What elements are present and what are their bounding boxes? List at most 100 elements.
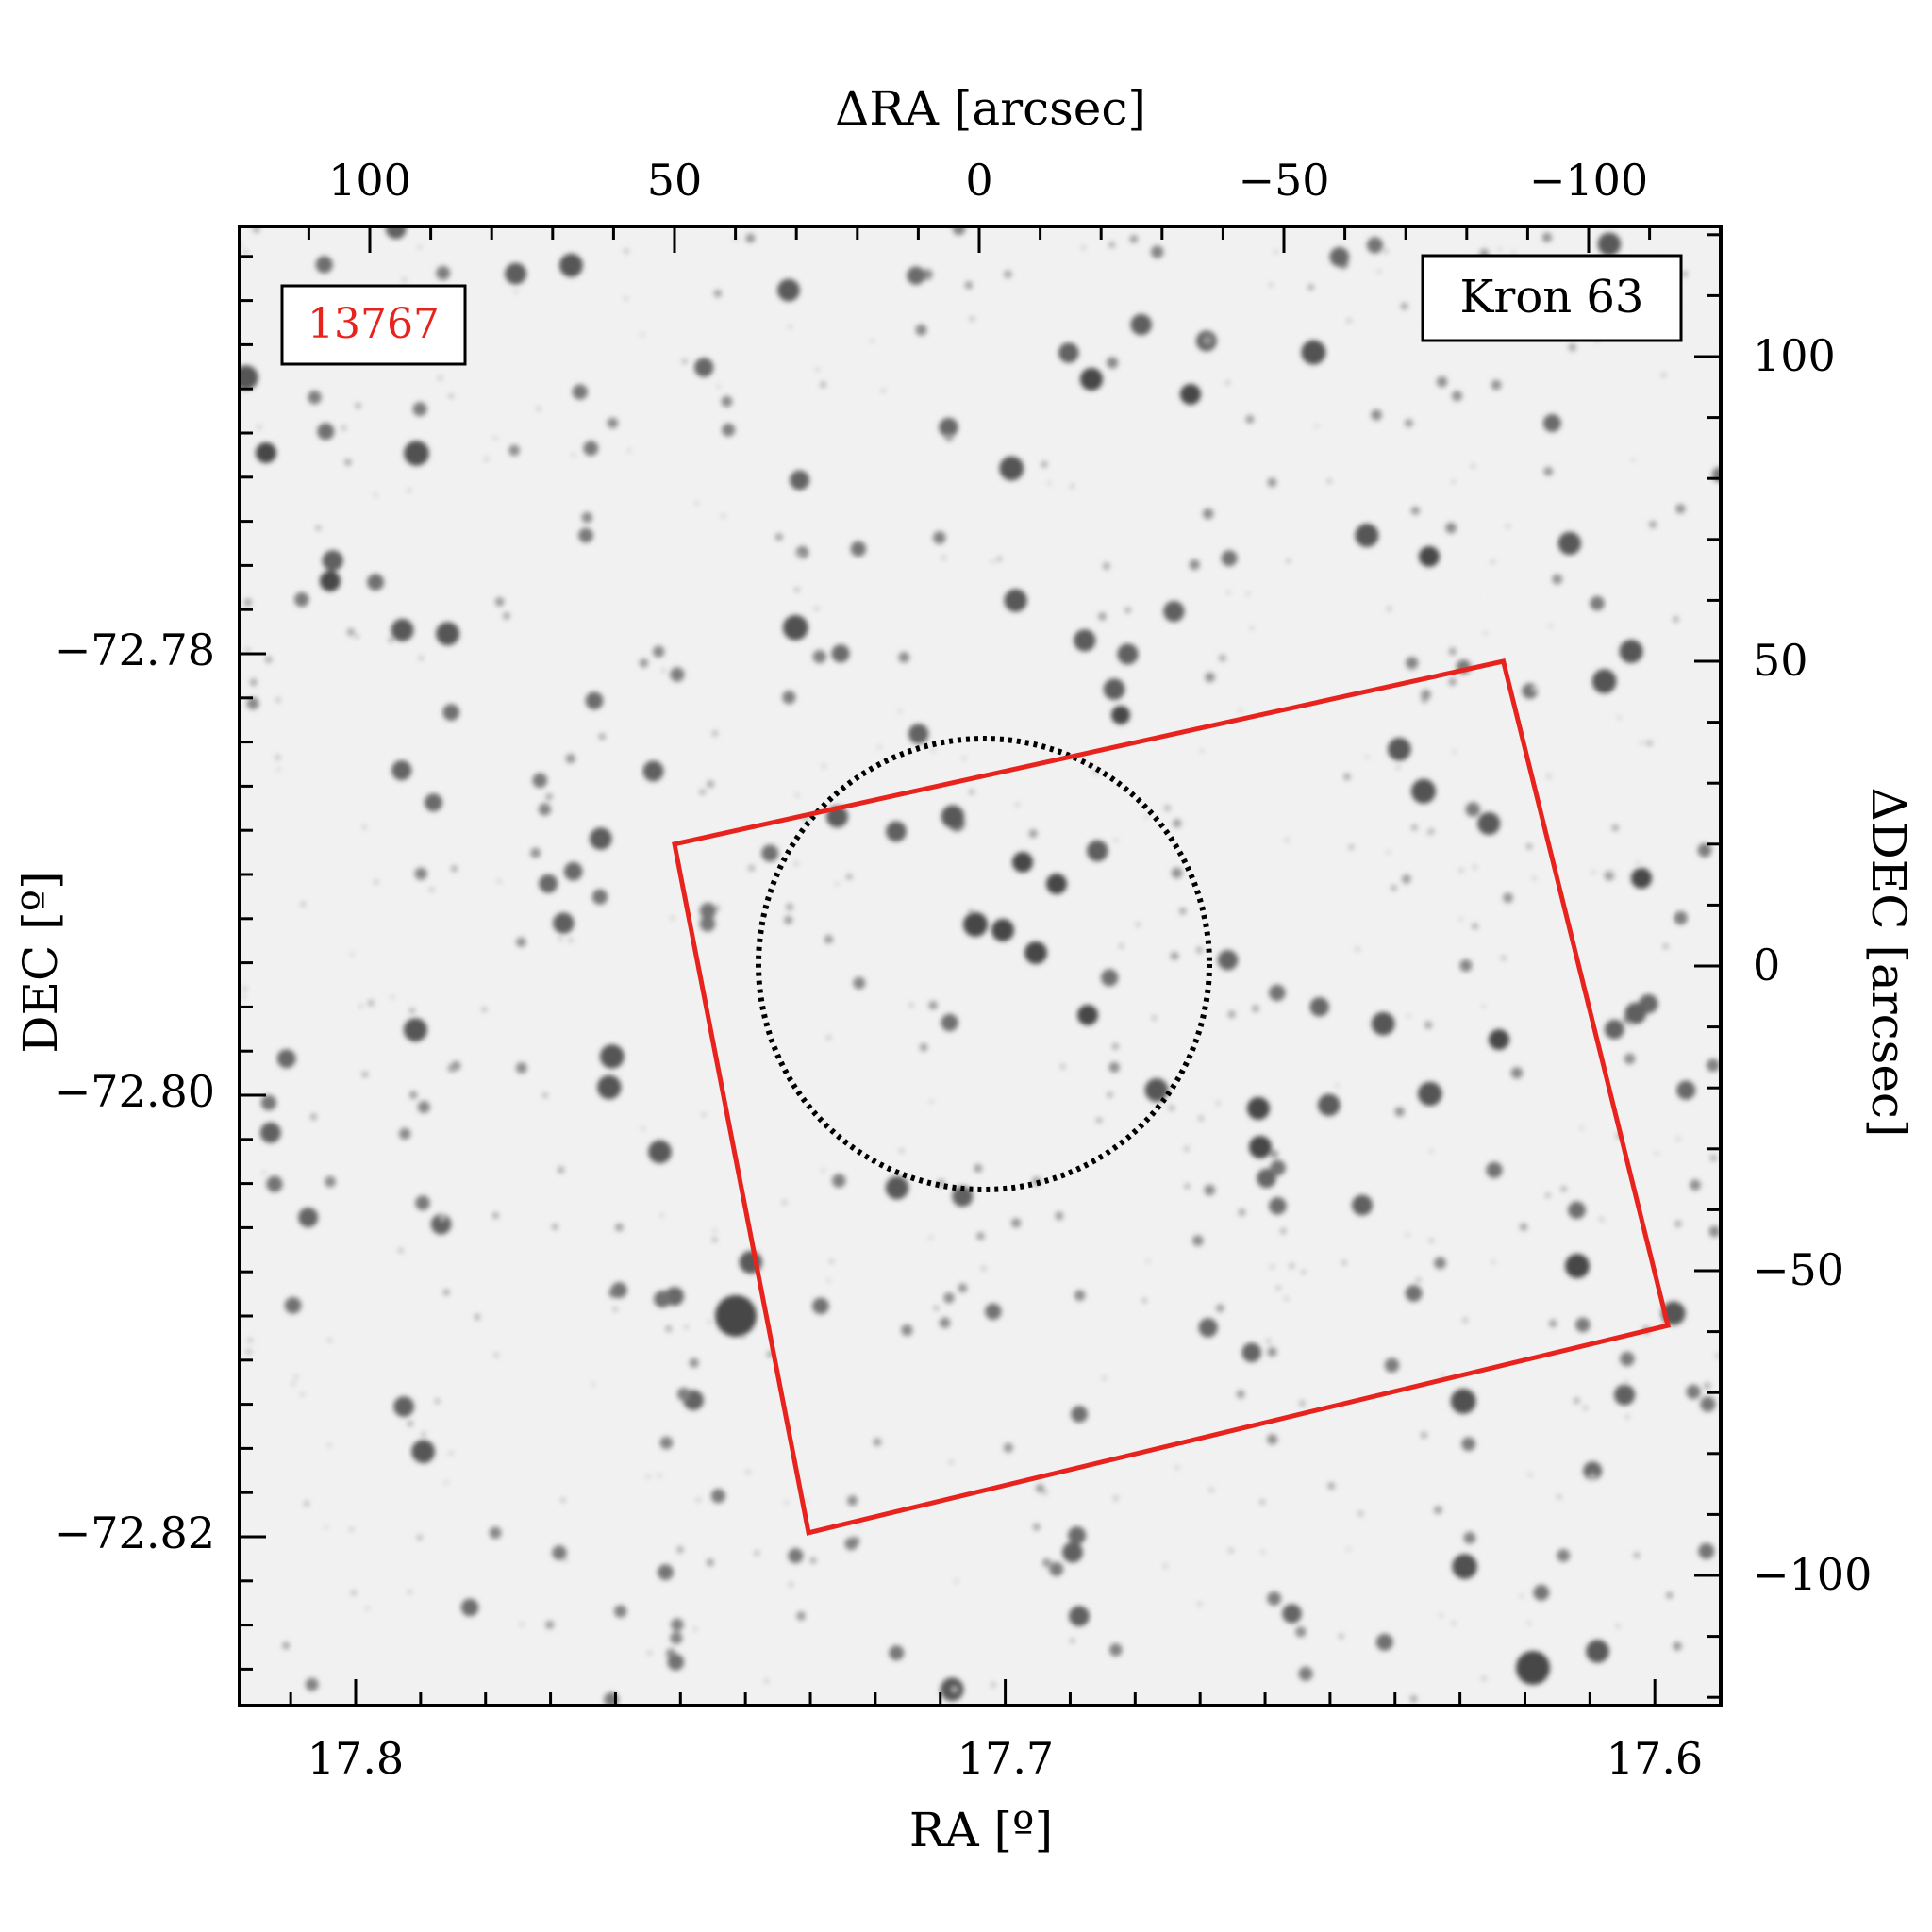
star [532, 773, 548, 789]
star [1624, 1378, 1629, 1384]
star [1348, 844, 1355, 850]
tick-label-top-3: −50 [1238, 155, 1329, 206]
star [598, 733, 606, 741]
star [436, 266, 451, 280]
star [1130, 313, 1152, 336]
star [710, 1489, 726, 1504]
star [558, 253, 583, 277]
star [1245, 591, 1251, 597]
star [1675, 504, 1686, 514]
star [1700, 1396, 1716, 1412]
star [825, 1035, 832, 1041]
star [1708, 1225, 1721, 1238]
star [1357, 1510, 1364, 1517]
star [1074, 629, 1096, 652]
star [1582, 1405, 1589, 1411]
star [1448, 647, 1457, 656]
star [1301, 1269, 1307, 1275]
star [1424, 1021, 1433, 1029]
star [653, 645, 665, 658]
star [821, 1168, 825, 1174]
star [1548, 624, 1554, 628]
star [1268, 282, 1274, 288]
star [1355, 524, 1379, 547]
star [1252, 1005, 1259, 1012]
star [407, 1420, 414, 1427]
star [1219, 654, 1226, 662]
star [309, 1113, 317, 1121]
star [1004, 589, 1027, 612]
star [1225, 590, 1231, 595]
star [1196, 946, 1203, 954]
star [610, 1282, 627, 1299]
star [1208, 1487, 1215, 1493]
star [1298, 1666, 1313, 1681]
star [1386, 606, 1392, 612]
star [951, 1686, 958, 1692]
bright-star [991, 919, 1014, 941]
star [551, 1224, 558, 1230]
star [853, 976, 866, 990]
star [706, 1558, 715, 1567]
star [1406, 1013, 1411, 1019]
star [1405, 1232, 1410, 1238]
star [460, 1598, 479, 1617]
star [322, 550, 343, 572]
star [1015, 802, 1021, 808]
bright-star [963, 912, 988, 937]
star [373, 492, 378, 498]
tick-label-right-3: −50 [1753, 1244, 1844, 1295]
star [880, 388, 886, 393]
star [614, 1605, 627, 1618]
star [930, 747, 936, 753]
star [1238, 708, 1243, 713]
star [407, 1590, 412, 1595]
star [667, 1654, 685, 1671]
star [519, 1622, 525, 1627]
star [364, 1606, 370, 1611]
star [1461, 1437, 1476, 1452]
star [695, 1497, 701, 1503]
star [294, 591, 309, 608]
star [242, 986, 248, 991]
star [545, 792, 553, 801]
star [516, 937, 526, 948]
tick-label-bottom-0: 17.8 [308, 1733, 404, 1784]
star [788, 1582, 794, 1588]
star [530, 847, 541, 858]
star [1163, 601, 1185, 623]
star [437, 375, 443, 381]
tick-label-bottom-1: 17.7 [958, 1733, 1054, 1784]
star [399, 1127, 411, 1141]
star [659, 1212, 665, 1218]
star [1557, 1494, 1562, 1500]
star [1649, 521, 1657, 528]
star [654, 1291, 672, 1308]
star [275, 697, 281, 703]
star [388, 637, 394, 643]
star [1318, 1093, 1341, 1117]
star [1346, 1546, 1352, 1552]
star [707, 780, 714, 788]
star [568, 937, 574, 943]
star [1459, 959, 1473, 972]
star [1259, 1499, 1266, 1506]
star [1355, 946, 1360, 952]
star [694, 358, 714, 377]
star [812, 650, 826, 664]
star [626, 448, 632, 454]
star [1655, 1151, 1659, 1157]
bright-star [1249, 1136, 1272, 1158]
star [315, 525, 322, 531]
star [1184, 1145, 1190, 1152]
star [1245, 414, 1255, 424]
star [418, 655, 425, 661]
star [324, 1524, 329, 1530]
star [354, 634, 360, 640]
star [1189, 559, 1200, 571]
star [721, 395, 733, 408]
star [899, 1148, 905, 1154]
star [786, 903, 793, 911]
star [539, 874, 558, 893]
star [1117, 643, 1139, 665]
